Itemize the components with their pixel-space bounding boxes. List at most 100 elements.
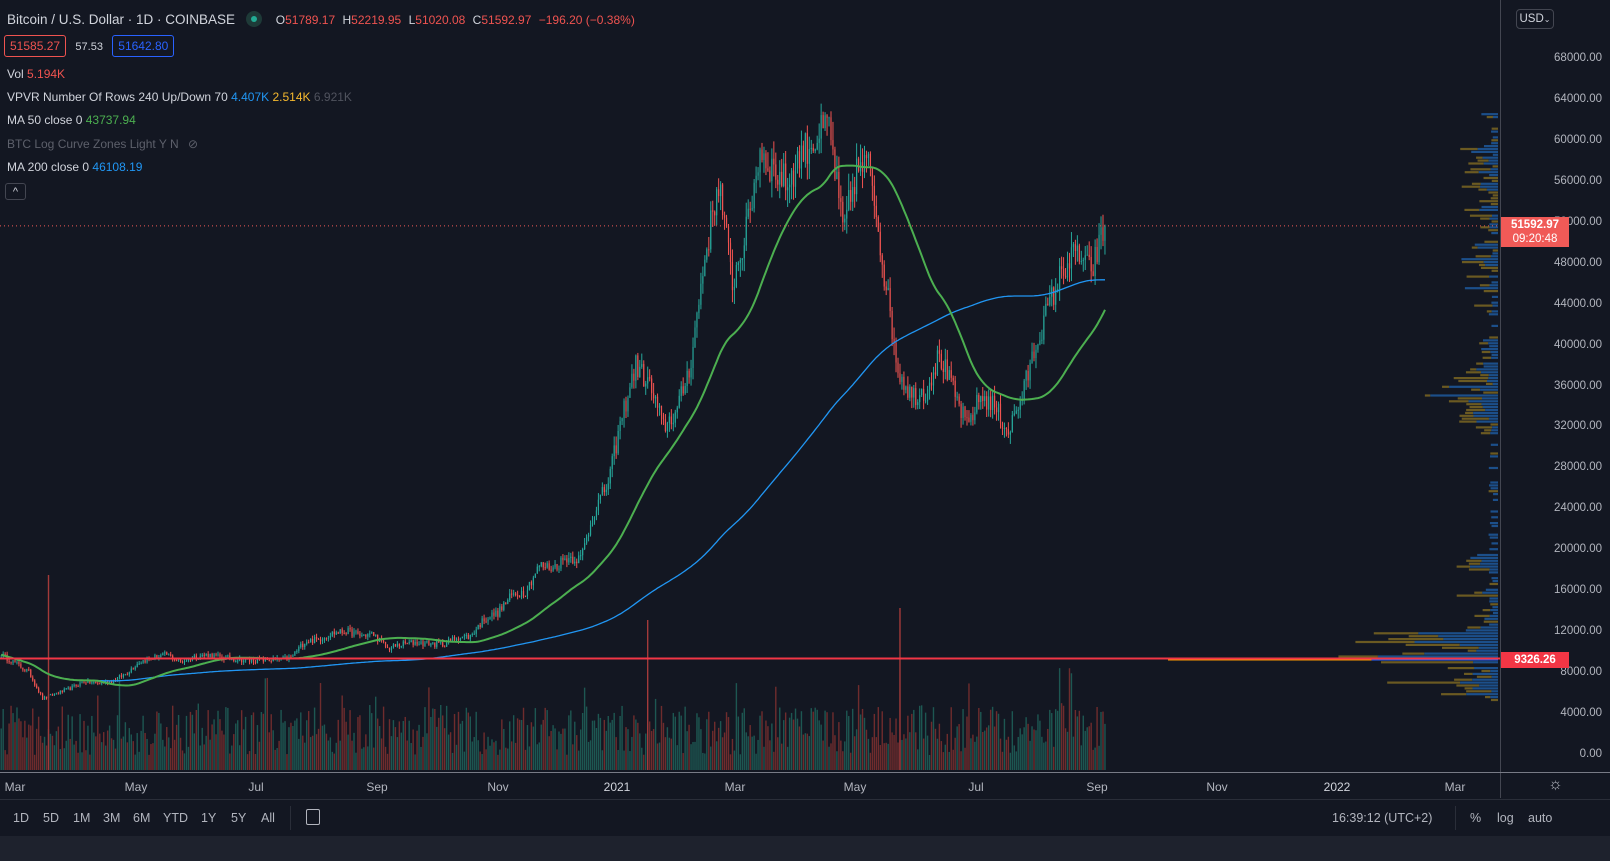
volume-bar	[534, 708, 537, 770]
volume-bar	[487, 736, 489, 770]
range-button-5y[interactable]: 5Y	[231, 811, 247, 825]
volume-bar	[32, 708, 34, 770]
volume-bar	[252, 712, 255, 770]
candle-body	[974, 412, 976, 421]
candle-body	[134, 667, 136, 670]
candle-body	[388, 647, 391, 651]
candle-body	[907, 386, 909, 398]
range-button-ytd[interactable]: YTD	[163, 811, 188, 825]
candle-body	[310, 638, 312, 643]
logcurve-legend[interactable]: BTC Log Curve Zones Light Y N ⊘	[7, 137, 198, 151]
candle-body	[1061, 266, 1063, 269]
currency-select[interactable]: USD⌄	[1516, 9, 1554, 29]
candle-body	[966, 417, 968, 419]
candle-body	[28, 669, 30, 671]
volume-bar	[857, 685, 860, 770]
candle-body	[30, 669, 32, 678]
volume-bar	[1001, 751, 1004, 770]
volume-bar	[1090, 722, 1092, 770]
volume-bar	[930, 721, 933, 770]
range-button-1d[interactable]: 1D	[13, 811, 29, 825]
vpvr-up-bar	[1492, 252, 1498, 255]
candle-body	[544, 567, 546, 569]
candle-body	[702, 276, 704, 284]
volume-bar	[1058, 668, 1061, 770]
volume-bar	[842, 751, 844, 770]
price-axis[interactable]: USD⌄ 0.00 4000.00 8000.00 12000.00 16000.00 2…	[1500, 0, 1610, 772]
volume-bar	[116, 715, 119, 770]
vpvr-down-bar	[1483, 176, 1498, 180]
buy-price-button[interactable]: 51642.80	[112, 35, 175, 57]
candle-body	[250, 659, 253, 662]
candle-body	[769, 170, 771, 182]
volume-bar	[1062, 705, 1065, 770]
candle-body	[895, 342, 897, 363]
collapse-legend-button[interactable]: ^	[5, 183, 26, 200]
log-scale-toggle[interactable]: log	[1497, 811, 1514, 825]
vpvr-down-bar	[1491, 127, 1498, 130]
range-button-5d[interactable]: 5D	[43, 811, 59, 825]
range-button-all[interactable]: All	[261, 811, 275, 825]
volume-bar	[231, 745, 233, 770]
vpvr-legend[interactable]: VPVR Number Of Rows 240 Up/Down 70 4.407…	[7, 90, 352, 104]
go-to-date-calendar-icon[interactable]	[306, 809, 320, 825]
volume-bar	[215, 734, 217, 770]
volume-bar	[443, 728, 446, 770]
volume-bar	[572, 744, 574, 770]
volume-bar	[495, 740, 497, 770]
vpvr-down-bar	[1467, 649, 1477, 652]
chart-pane[interactable]	[0, 0, 1500, 772]
range-button-6m[interactable]: 6M	[133, 811, 151, 825]
volume-bar	[55, 731, 58, 770]
vpvr-up-bar	[1492, 136, 1498, 139]
price-tick-label: 40000.00	[1554, 338, 1602, 351]
volume-bar	[692, 741, 694, 770]
volume-bar	[885, 742, 887, 770]
volume-bar	[152, 743, 154, 770]
volume-bar	[274, 749, 276, 770]
vpvr-down-bar	[1338, 655, 1378, 658]
candle-body	[834, 149, 836, 180]
volume-bar	[479, 751, 481, 770]
volume-bar	[1080, 745, 1083, 770]
auto-scale-toggle[interactable]: auto	[1528, 811, 1553, 825]
volume-bar	[674, 716, 676, 770]
range-button-1y[interactable]: 1Y	[201, 811, 217, 825]
price-chart[interactable]	[0, 0, 1500, 772]
volume-bar	[609, 722, 611, 770]
volume-bar	[26, 737, 28, 770]
candle-body	[426, 640, 428, 643]
volume-bar	[855, 729, 858, 770]
hidden-eye-icon[interactable]: ⊘	[188, 137, 199, 151]
candle-body	[865, 155, 868, 159]
sell-price-button[interactable]: 51585.27	[4, 35, 67, 57]
candle-body	[1062, 268, 1065, 276]
ma200-legend[interactable]: MA 200 close 0 46108.19	[7, 160, 142, 174]
symbol-title[interactable]: Bitcoin / U.S. Dollar · 1D · COINBASE	[7, 12, 236, 27]
volume-bar	[1025, 717, 1027, 770]
candle-body	[986, 396, 988, 410]
volume-bar	[974, 741, 976, 770]
candle-body	[118, 675, 121, 678]
range-button-1m[interactable]: 1M	[73, 811, 91, 825]
clock-time[interactable]: 16:39:12 (UTC+2)	[1332, 811, 1433, 825]
volume-bar	[678, 711, 680, 770]
volume-bar	[682, 753, 684, 770]
axis-settings-gear-icon[interactable]: ☼	[1500, 773, 1610, 798]
percent-scale-toggle[interactable]: %	[1470, 811, 1482, 825]
vol-legend[interactable]: Vol 5.194K	[7, 67, 65, 81]
volume-bar	[846, 710, 848, 770]
volume-bar	[972, 734, 974, 770]
volume-bar	[1041, 736, 1043, 770]
volume-bar	[920, 705, 923, 770]
vpvr-down-bar	[1457, 397, 1483, 400]
range-button-3m[interactable]: 3M	[103, 811, 121, 825]
ma50-legend[interactable]: MA 50 close 0 43737.94	[7, 113, 136, 127]
volume-bar	[6, 754, 8, 770]
volume-bar	[1007, 736, 1010, 770]
vpvr-up-bar	[1488, 571, 1498, 574]
candle-body	[459, 637, 462, 641]
candle-body	[785, 163, 787, 191]
time-axis[interactable]: Mar May Jul Sep Nov 2021 Mar May Jul Sep Nov 2022 Ma…	[0, 772, 1610, 798]
volume-bar	[341, 695, 343, 770]
